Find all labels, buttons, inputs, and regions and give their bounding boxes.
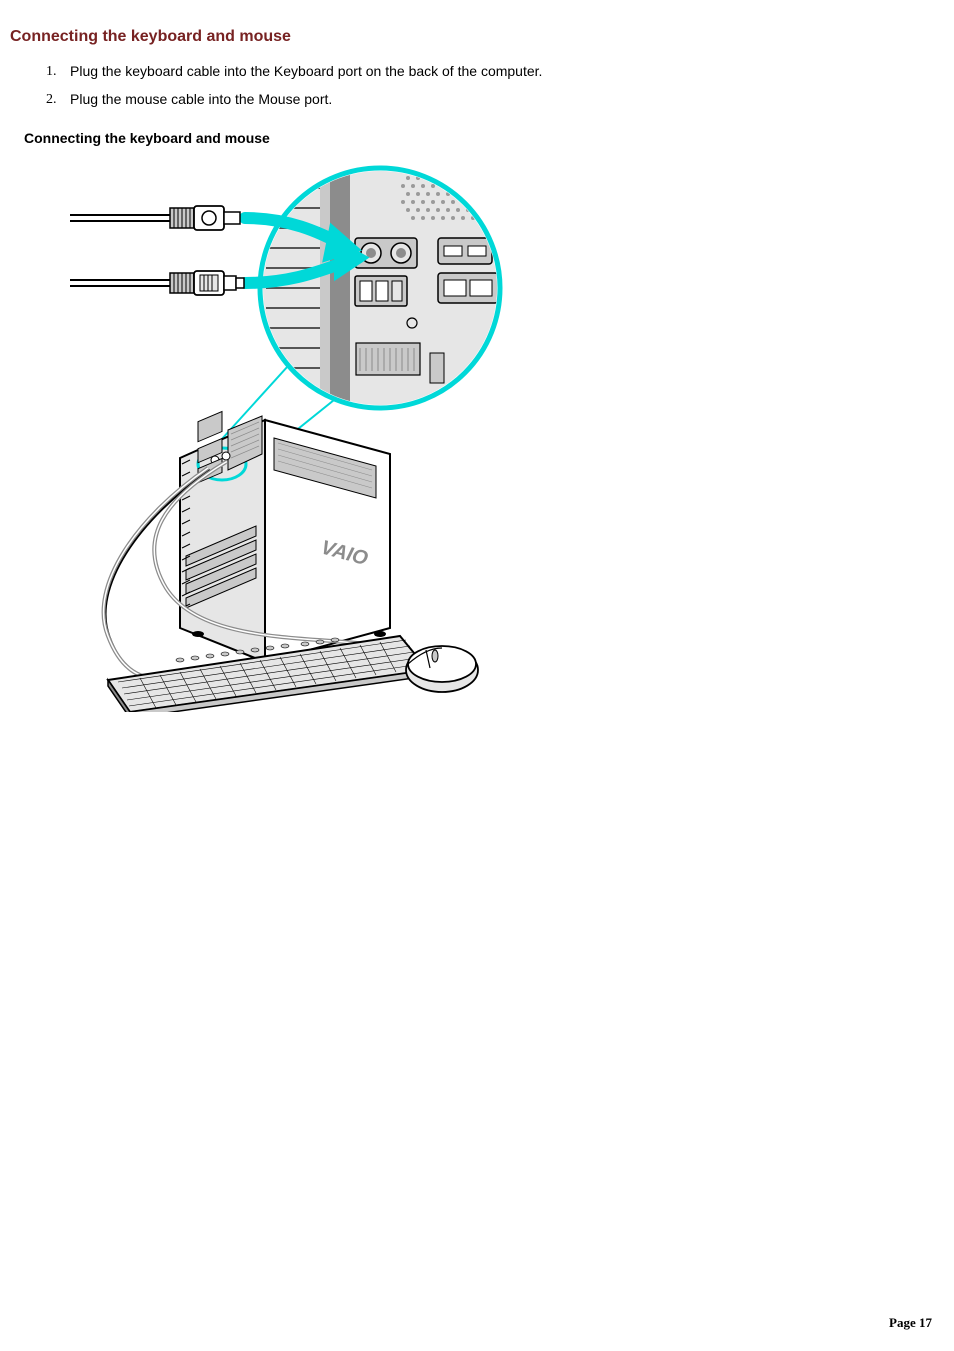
figure-caption: Connecting the keyboard and mouse — [24, 130, 944, 146]
ps2-connector-mouse-icon — [70, 271, 244, 295]
tower-pc-icon: VAIO — [180, 411, 390, 671]
page-number: Page 17 — [889, 1315, 932, 1331]
keyboard-icon — [108, 636, 428, 712]
ps2-connector-keyboard-icon — [70, 206, 240, 230]
page-root: Connecting the keyboard and mouse Plug t… — [0, 0, 954, 1351]
keyboard-mouse-diagram-icon: VAIO — [70, 158, 542, 712]
step-item: Plug the mouse cable into the Mouse port… — [70, 88, 944, 112]
section-heading: Connecting the keyboard and mouse — [10, 28, 944, 46]
step-item: Plug the keyboard cable into the Keyboar… — [70, 60, 944, 84]
figure-illustration: VAIO — [70, 158, 944, 717]
steps-list: Plug the keyboard cable into the Keyboar… — [10, 60, 944, 112]
mouse-icon — [406, 646, 478, 692]
